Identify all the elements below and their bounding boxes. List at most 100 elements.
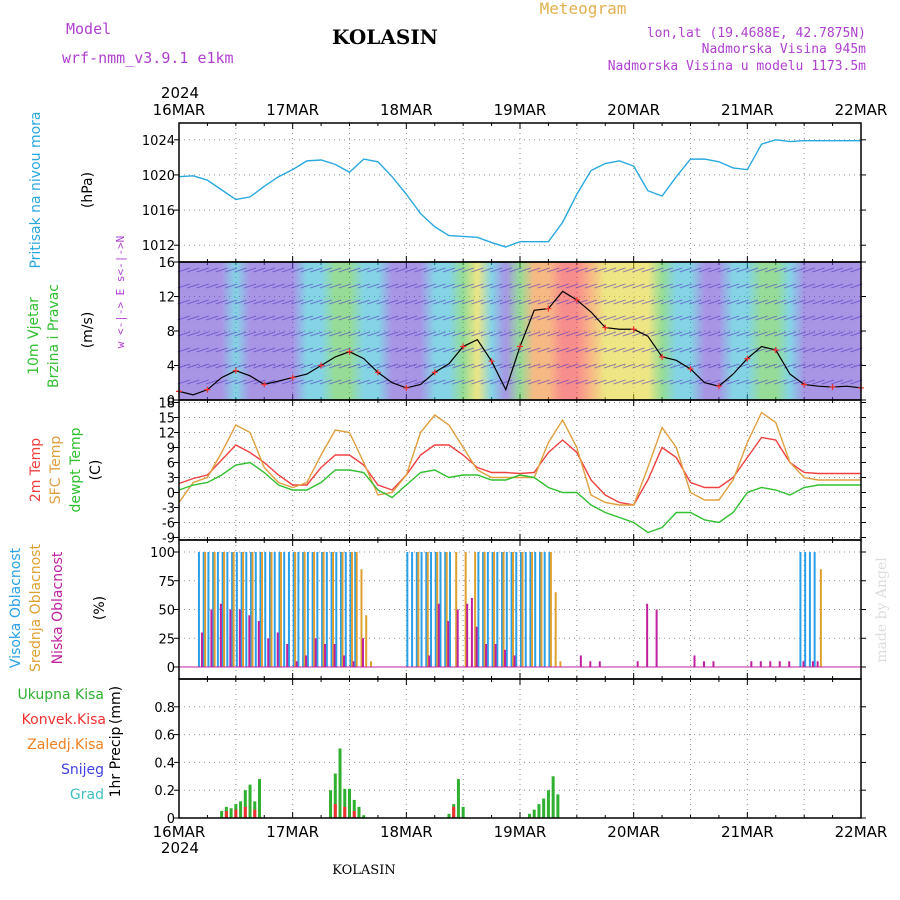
year-top: 2024 (161, 84, 199, 102)
cloud-low-bar (494, 644, 497, 667)
cloud-high-bar (297, 552, 300, 667)
wind-arrow (660, 267, 673, 273)
wind-arrow (253, 363, 266, 369)
wind-arrow (224, 267, 238, 273)
cloud-mid-bar (279, 552, 282, 667)
cloud-low-bar (712, 661, 715, 667)
cloud-unit: (%) (92, 596, 108, 620)
cloud-high-bar (548, 552, 551, 667)
wind-arrow (726, 267, 740, 273)
wind-arrow (471, 283, 484, 289)
precip-total-bar (239, 801, 243, 818)
wind-arrow (196, 331, 209, 337)
cloud-low-bar (816, 661, 819, 667)
wind-arrow (575, 315, 588, 321)
wind-arrow (234, 267, 247, 273)
wind-arrow (755, 363, 768, 369)
wind-arrow (603, 331, 617, 337)
wind-arrow (783, 267, 797, 273)
wind-gust-mark (374, 369, 381, 376)
cloud-mid-bar (483, 552, 486, 667)
wind-arrow (528, 347, 541, 353)
wind-arrow (689, 315, 702, 321)
cloud-mid-bar (341, 552, 344, 667)
wind-arrow (840, 283, 853, 289)
wind-arrow (262, 299, 276, 305)
wind-arrow (821, 299, 835, 305)
y-tick-label: 15 (158, 412, 175, 427)
wind-arrow (310, 315, 323, 321)
wind-arrow (414, 315, 427, 321)
wind-arrow (613, 267, 626, 273)
wind-arrow (622, 267, 636, 273)
wind-arrow (272, 283, 285, 289)
precip-conv-bar (234, 809, 238, 818)
wind-arrow (281, 347, 295, 353)
wind-arrow (461, 331, 475, 337)
wind-gust-mark (801, 381, 808, 388)
wind-arrow (812, 347, 825, 353)
wind-arrow (651, 331, 664, 337)
cloud-mid-bar (474, 552, 477, 667)
cloud-high-bar (344, 552, 347, 667)
wind-arrow (224, 299, 238, 305)
wind-arrow (205, 299, 219, 305)
wind-arrow (821, 315, 835, 321)
cloud-low-bar (295, 661, 298, 667)
meteogram-title: Meteogram (540, 0, 627, 18)
wind-arrow (338, 331, 351, 337)
wind-arrow (575, 299, 588, 305)
cloud-low-bar (333, 644, 336, 667)
wind-arrow (281, 379, 295, 385)
cloud-low-bar (702, 661, 705, 667)
wind-arrow (187, 347, 200, 353)
wind-arrow (205, 331, 219, 337)
wind-arrow (367, 379, 380, 385)
wind-arrow (518, 283, 531, 289)
temp-unit: (C) (88, 460, 104, 481)
wind-arrow (319, 331, 332, 337)
wind-arrow (518, 267, 531, 273)
cloud-low-bar (646, 603, 649, 667)
wind-arrow (490, 347, 503, 353)
wind-arrow (708, 363, 721, 369)
wind-arrow (480, 379, 494, 385)
wind-arrow (660, 299, 673, 305)
wind-arrow (281, 267, 295, 273)
precip-ylabel: 1hr Precip (108, 727, 124, 798)
wind-arrow (272, 331, 285, 337)
wind-arrow (708, 331, 721, 337)
wind-arrow (234, 379, 247, 385)
wind-arrow (831, 331, 844, 337)
wind-arrow (376, 267, 389, 273)
wind-arrow (651, 379, 664, 385)
wind-arrow (802, 267, 816, 273)
wind-arrow (745, 363, 759, 369)
wind-arrow (272, 347, 285, 353)
wind-arrow (262, 363, 276, 369)
wind-arrow (632, 315, 645, 321)
wind-arrow (215, 315, 228, 321)
wind-arrow (480, 299, 494, 305)
wind-arrow (357, 283, 370, 289)
cloud-mid-bar (261, 552, 264, 667)
wind-arrow (670, 283, 683, 289)
cloud-high-bar (278, 552, 281, 667)
pressure-ylabel: Pritisak na nivou mora (28, 111, 44, 268)
precip-conv-bar (452, 806, 456, 818)
wind-arrow (404, 331, 418, 337)
wind-arrow (215, 379, 228, 385)
wind-arrow (613, 283, 626, 289)
wind-arrow (831, 283, 844, 289)
wind-arrow (821, 331, 835, 337)
cloud-low-bar (343, 655, 346, 667)
wind-arrow (291, 363, 304, 369)
wind-arrow (594, 363, 607, 369)
wind-arrow (310, 299, 323, 305)
wind-arrow (764, 331, 778, 337)
wind-arrow (821, 379, 835, 385)
cloud-high-bar (254, 552, 257, 667)
y-tick-label: 0.8 (154, 701, 175, 716)
wind-arrow (745, 315, 759, 321)
wind-gust-mark (829, 384, 836, 391)
